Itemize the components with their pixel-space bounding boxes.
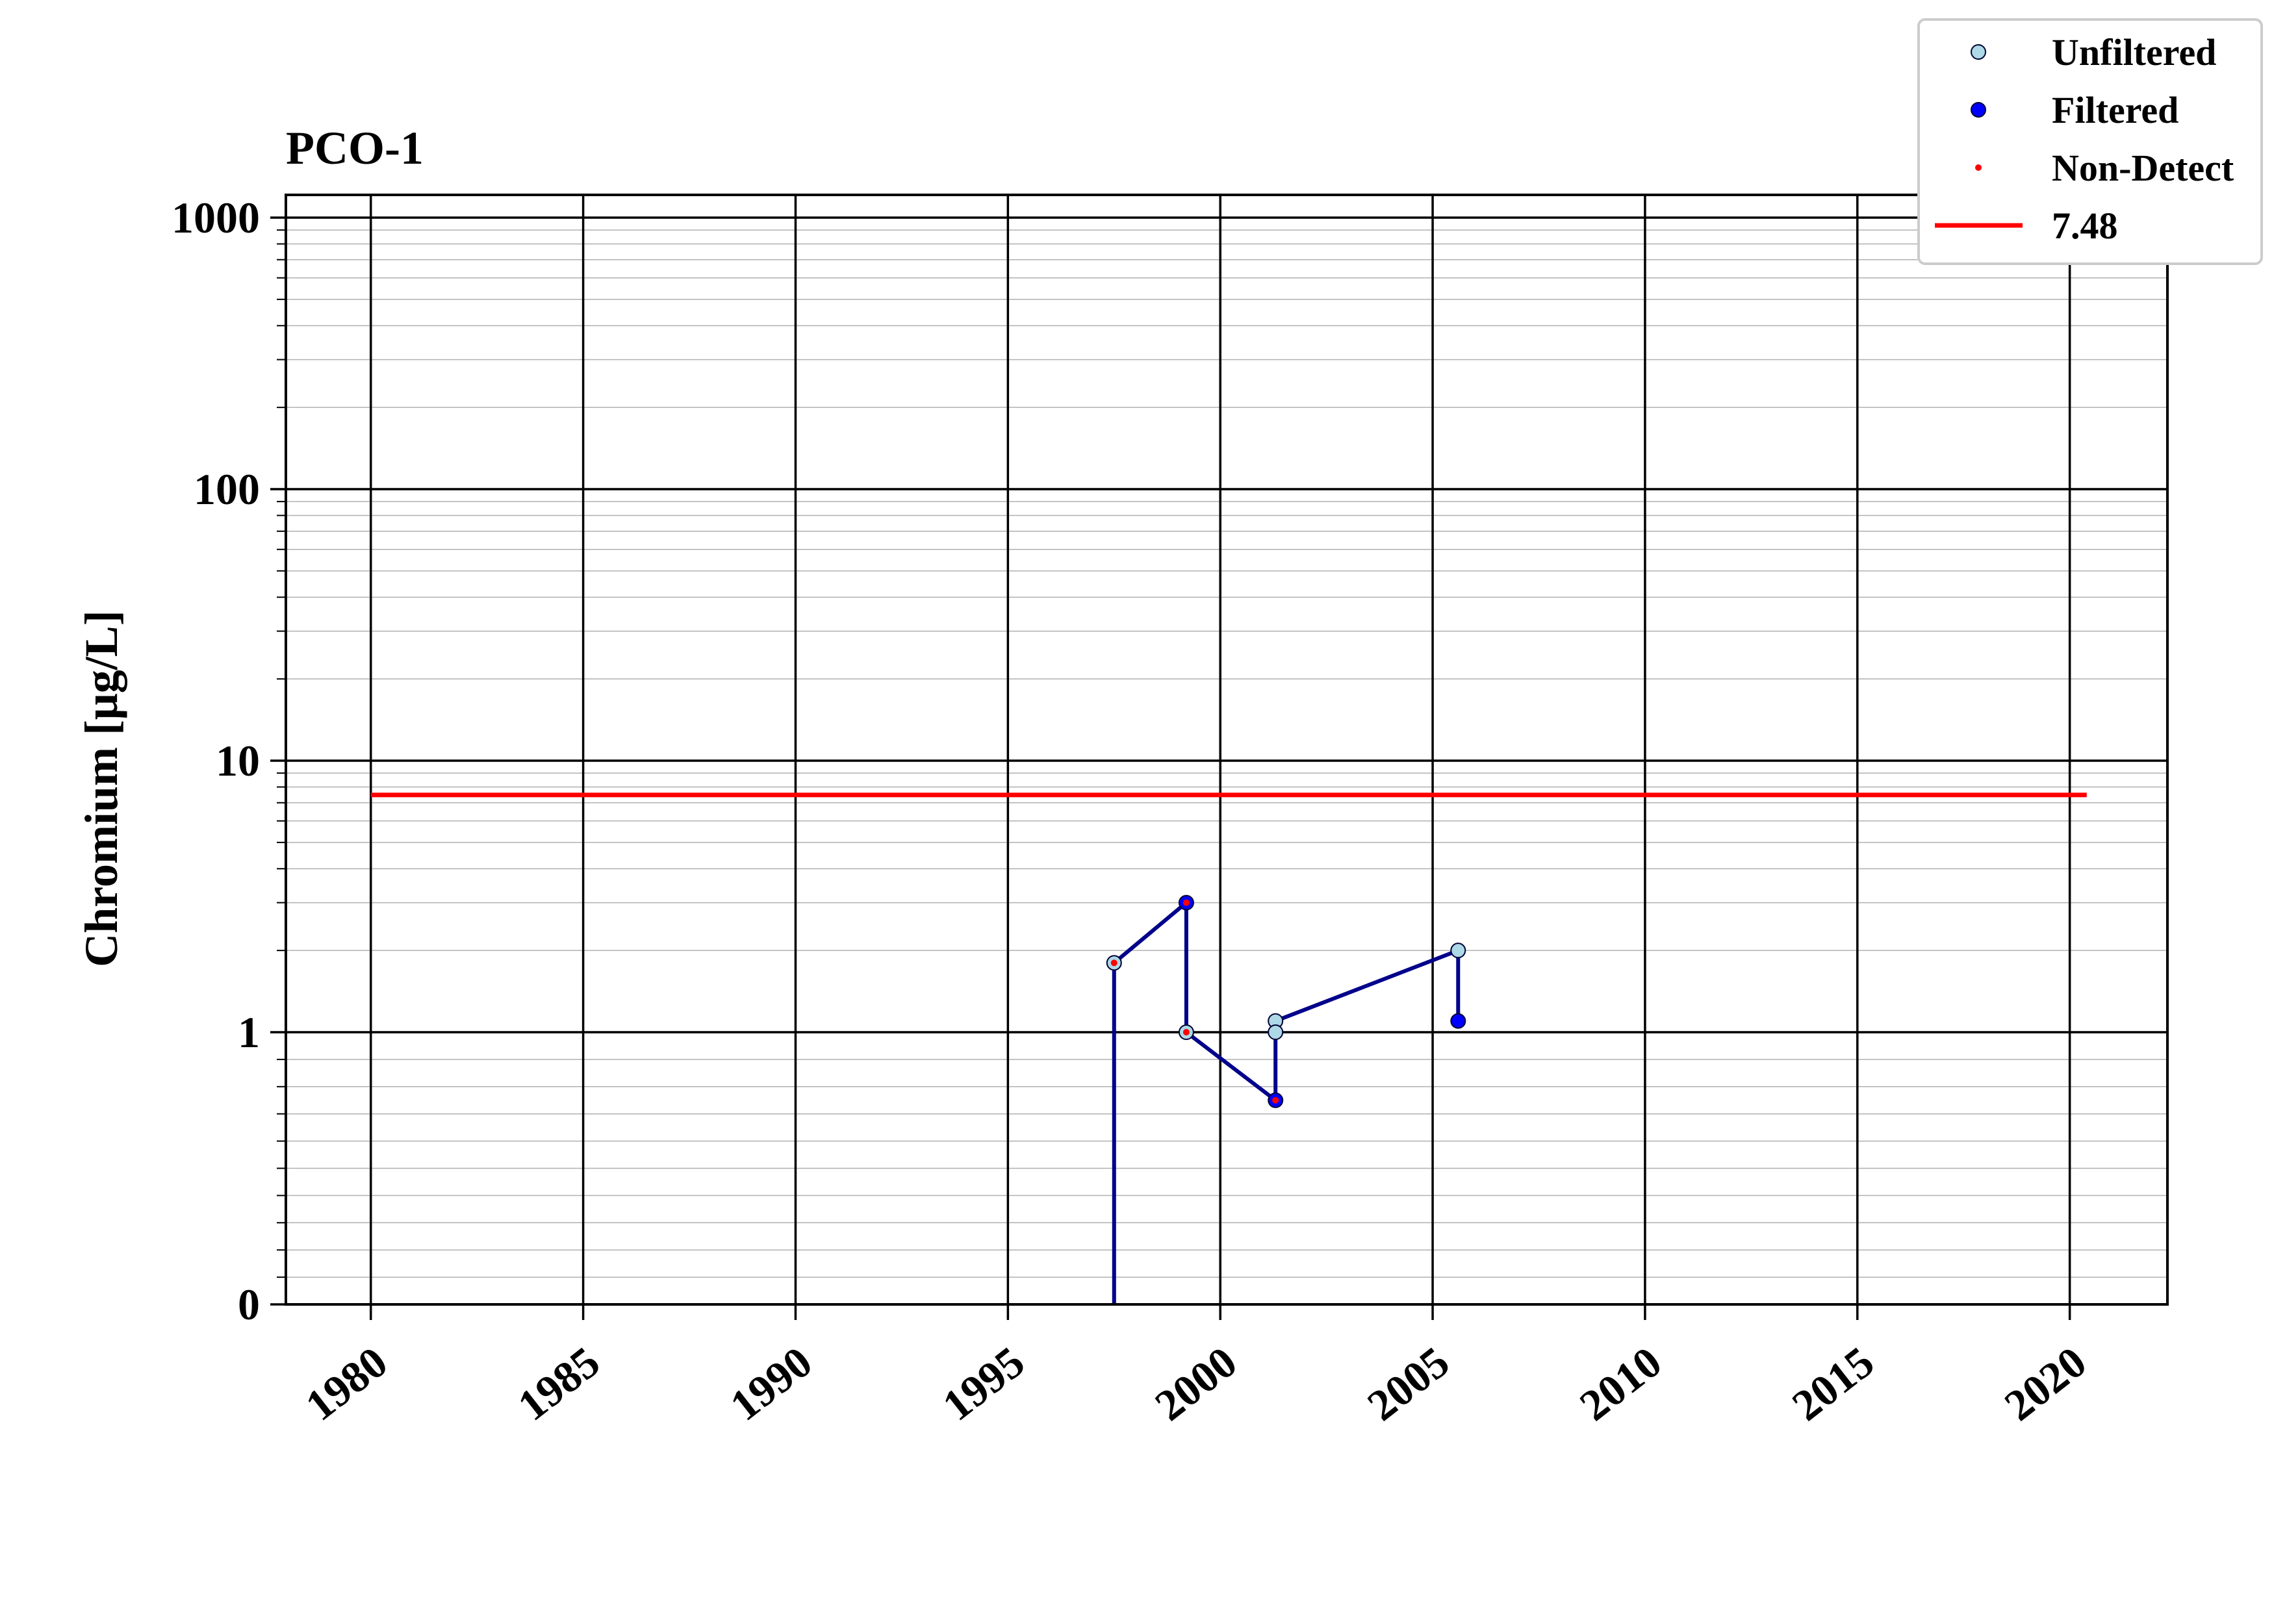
data-connector-line [1112,900,1461,1304]
legend-item-filtered: Filtered [1971,89,2178,131]
x-tick-label: 1990 [721,1337,821,1430]
legend-label: Non-Detect [2052,147,2234,189]
x-tick-label: 1995 [934,1337,1034,1430]
y-tick-label: 1000 [172,193,260,242]
non-detect-point [1182,899,1190,906]
x-tick-label: 2010 [1570,1337,1670,1430]
connector-layer [1112,900,1461,1304]
major-grid [286,195,2167,1306]
y-axis-label: Chromium [μg/L] [75,610,127,967]
legend-label: Filtered [2052,89,2178,131]
legend-label: 7.48 [2052,205,2118,247]
legend-label: Unfiltered [2052,31,2216,73]
x-tick-label: 2015 [1783,1337,1883,1430]
marker-layer [1106,894,1466,1108]
legend-marker-swatch [1971,44,1986,60]
chart-title: PCO-1 [286,122,424,174]
legend-dot-swatch [1975,164,1982,171]
non-detect-point [1272,1097,1279,1104]
y-tick-label: 100 [194,464,260,514]
plot-frame [285,194,2169,1306]
y-tick-label: 1 [238,1008,260,1057]
legend: Unfiltered Filtered Non-Detect 7.48 [1917,18,2263,265]
x-axis-ticks: 1980 1985 1990 1995 2000 2005 2010 2015 2020 [296,1304,2095,1430]
non-detect-point [1182,1029,1190,1035]
x-tick-label: 1980 [296,1337,396,1430]
legend-box [1917,18,2263,265]
filtered-point [1450,1013,1466,1029]
y-tick-label: 10 [216,736,260,785]
y-tick-label: 0 [238,1280,260,1329]
x-tick-label: 2020 [1995,1337,2095,1430]
unfiltered-point [1450,943,1466,959]
y-axis-ticks: 0 1 10 100 1000 [172,193,286,1329]
unfiltered-point [1268,1024,1284,1040]
legend-item-threshold: 7.48 [1935,205,2118,247]
legend-marker-swatch [1971,102,1986,118]
x-tick-label: 2000 [1145,1337,1246,1430]
x-tick-label: 2005 [1358,1337,1458,1430]
minor-grid [277,229,2167,1278]
non-detect-point [1110,959,1118,967]
legend-item-non-detect: Non-Detect [1975,147,2234,189]
legend-item-unfiltered: Unfiltered [1971,31,2216,73]
x-tick-label: 1985 [509,1337,609,1430]
